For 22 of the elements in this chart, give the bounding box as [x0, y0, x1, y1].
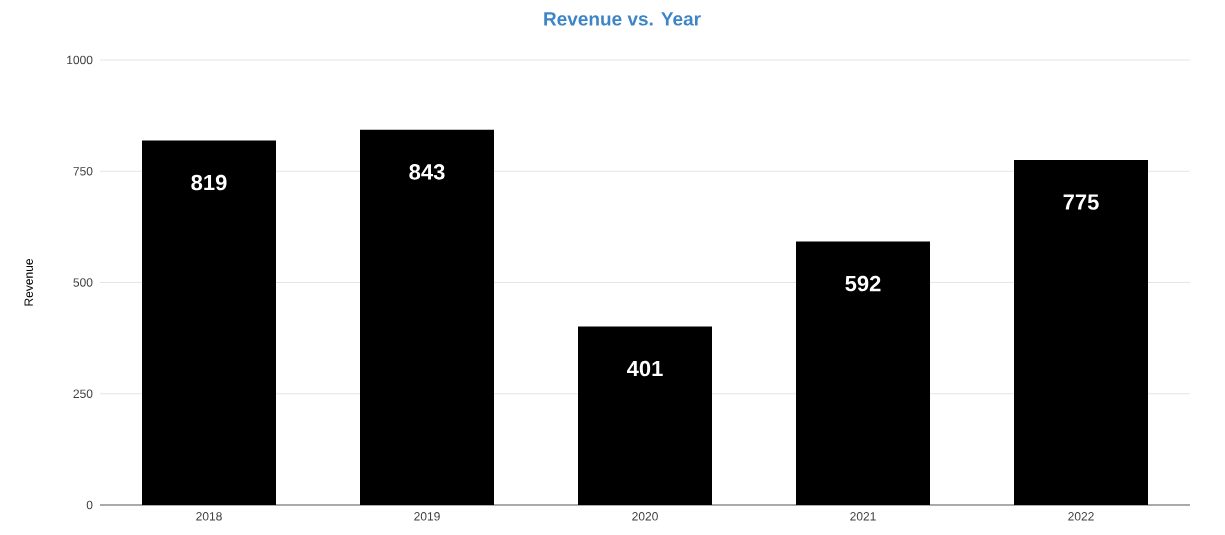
bar: [578, 326, 713, 505]
data-label: 843: [409, 164, 445, 180]
data-label: 592: [845, 275, 881, 292]
data-label: 819: [191, 174, 227, 191]
x-tick-label: 2018: [196, 512, 222, 521]
x-tick-label: 2022: [1068, 512, 1094, 521]
chart-title: Revenue vs. Year: [544, 12, 701, 26]
y-tick-label: 750: [73, 167, 93, 176]
bar: [360, 129, 494, 505]
x-tick-label: 2020: [632, 512, 658, 521]
bar: [796, 241, 931, 505]
bar: [142, 140, 276, 505]
bar: [1014, 160, 1149, 505]
y-tick-label: 500: [73, 278, 93, 287]
data-label: 775: [1063, 194, 1099, 210]
y-axis-title: Revenue: [24, 259, 33, 306]
y-tick-label: 1000: [67, 55, 93, 65]
y-tick-label: 250: [73, 389, 93, 398]
x-tick-label: 2019: [414, 512, 440, 521]
x-tick-label: 2021: [850, 512, 876, 521]
y-tick-label: 0: [86, 500, 93, 510]
data-label: 401: [627, 360, 663, 377]
